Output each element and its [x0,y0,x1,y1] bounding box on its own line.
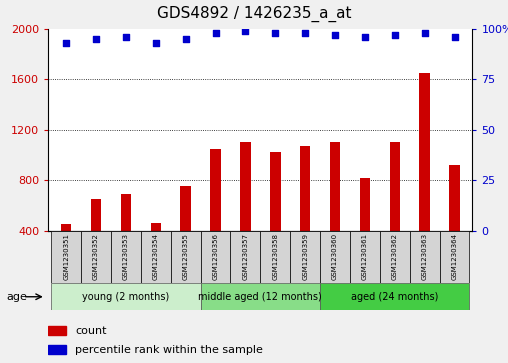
Text: GSM1230354: GSM1230354 [153,233,159,280]
Text: GSM1230355: GSM1230355 [183,233,188,280]
Bar [81,231,111,283]
Bar [270,152,280,231]
Bar [201,231,231,283]
Bar [320,231,350,283]
Bar [410,231,439,283]
Bar [48,326,66,335]
Bar [51,283,201,310]
Text: GSM1230361: GSM1230361 [362,233,368,280]
Text: GSM1230351: GSM1230351 [63,233,69,280]
Text: GSM1230352: GSM1230352 [93,233,99,280]
Bar [48,345,66,354]
Bar [171,231,201,283]
Bar [91,199,101,231]
Bar [231,231,260,283]
Bar [141,231,171,283]
Text: young (2 months): young (2 months) [82,292,170,302]
Bar [350,231,380,283]
Text: GDS4892 / 1426235_a_at: GDS4892 / 1426235_a_at [157,5,351,22]
Text: GSM1230356: GSM1230356 [212,233,218,280]
Text: middle aged (12 months): middle aged (12 months) [199,292,322,302]
Text: percentile rank within the sample: percentile rank within the sample [75,345,263,355]
Bar [240,142,250,231]
Text: GSM1230362: GSM1230362 [392,233,398,280]
Bar [180,187,191,231]
Text: GSM1230359: GSM1230359 [302,233,308,280]
Point [331,32,339,38]
Bar [150,223,161,231]
Text: aged (24 months): aged (24 months) [351,292,438,302]
Bar [390,142,400,231]
Bar [260,231,290,283]
Point [211,30,219,36]
Bar [360,178,370,231]
Bar [61,224,72,231]
Text: GSM1230353: GSM1230353 [123,233,129,280]
Bar [380,231,410,283]
Point [241,28,249,34]
Point [122,34,130,40]
Point [451,34,459,40]
Text: GSM1230358: GSM1230358 [272,233,278,280]
Text: GSM1230357: GSM1230357 [242,233,248,280]
Text: GSM1230364: GSM1230364 [452,233,458,280]
Bar [439,231,469,283]
Bar [449,165,460,231]
Point [181,36,189,42]
Text: count: count [75,326,107,335]
Point [361,34,369,40]
Bar [51,231,81,283]
Bar [420,73,430,231]
Point [62,40,70,46]
Text: GSM1230363: GSM1230363 [422,233,428,280]
Bar [121,194,131,231]
Point [421,30,429,36]
Bar [320,283,469,310]
Bar [300,146,310,231]
Point [271,30,279,36]
Point [391,32,399,38]
Point [152,40,160,46]
Bar [201,283,320,310]
Bar [330,142,340,231]
Text: age: age [6,292,27,302]
Bar [111,231,141,283]
Point [92,36,100,42]
Bar [210,149,221,231]
Text: GSM1230360: GSM1230360 [332,233,338,280]
Bar [290,231,320,283]
Point [301,30,309,36]
